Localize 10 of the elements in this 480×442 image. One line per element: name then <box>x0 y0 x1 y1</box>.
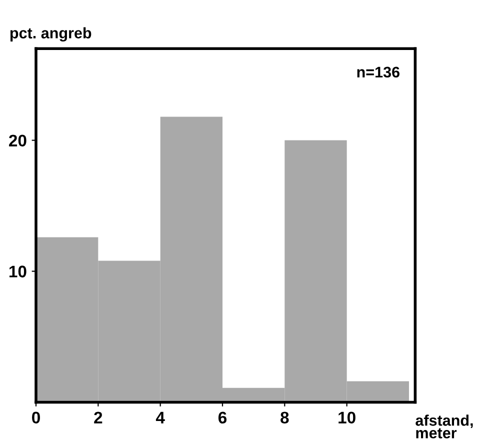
x-tick-label: 4 <box>156 412 165 424</box>
x-tick-label: 2 <box>94 412 102 424</box>
x-axis-title: afstand, meter <box>416 414 473 438</box>
x-tick-label: 10 <box>338 412 356 424</box>
x-tick-label: 0 <box>32 412 40 424</box>
annotation: n=136 <box>357 66 400 78</box>
y-tick-label: 20 <box>9 134 26 146</box>
x-tick-label: 8 <box>280 412 289 424</box>
y-axis-title: pct. angreb <box>10 27 92 42</box>
x-tick-label: 6 <box>218 412 227 424</box>
